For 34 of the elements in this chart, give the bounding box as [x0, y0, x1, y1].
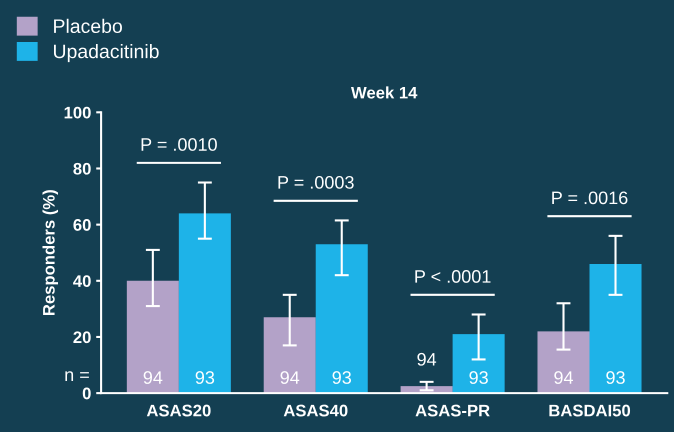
x-tick-label: ASAS40: [284, 404, 348, 416]
annotation: 93: [332, 371, 351, 384]
text: n =: [65, 371, 89, 381]
y-tick-label: 20: [73, 331, 91, 344]
annotation: 94: [144, 371, 162, 384]
annotation: P = .0016: [552, 191, 628, 204]
bar: [126, 280, 179, 394]
chart-title: Week 14: [350, 86, 418, 99]
annotation: 93: [606, 371, 625, 384]
bar: [537, 331, 590, 394]
bar: [452, 334, 505, 394]
annotation: 94: [554, 371, 574, 384]
annotation: 93: [469, 371, 488, 384]
y-tick-label: 100: [64, 106, 91, 119]
y-tick-label: 0: [82, 388, 91, 400]
bar: [178, 213, 231, 394]
y-tick-label: 40: [73, 275, 91, 288]
annotation: 93: [196, 371, 214, 384]
y-tick-label: 80: [73, 162, 91, 175]
legend-label: Placebo: [54, 18, 122, 34]
legend-label: Upadacitinib: [54, 44, 159, 62]
annotation: 94: [280, 371, 300, 384]
bar: [316, 244, 368, 394]
y-tick-label: 60: [73, 219, 91, 231]
annotation: P = .0010: [142, 138, 217, 151]
x-tick-label: BASDAI50: [549, 404, 630, 416]
y-axis-title: Responders (%): [42, 190, 58, 316]
x-tick-label: ASAS-PR: [416, 404, 490, 416]
annotation: 94: [417, 352, 436, 366]
annotation: P < .0001: [415, 270, 490, 283]
x-tick-label: ASAS20: [146, 404, 211, 416]
bar: [264, 317, 316, 394]
annotation: P = .0003: [278, 176, 354, 189]
bar: [590, 264, 642, 394]
